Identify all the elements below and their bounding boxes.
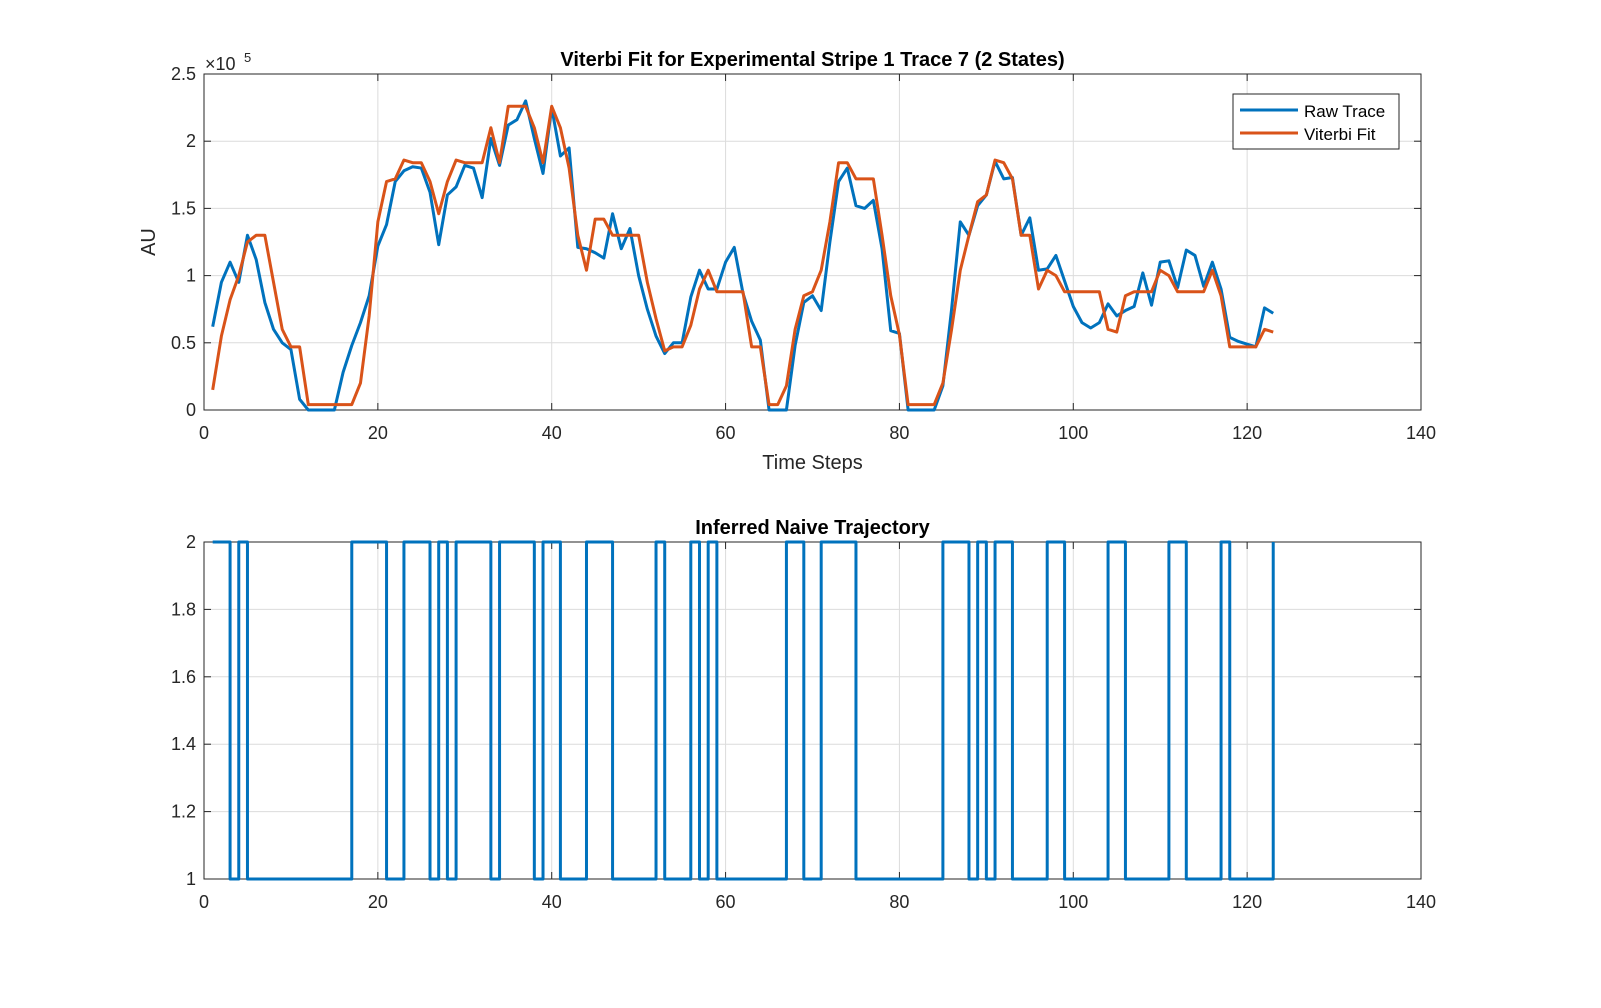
- x-tick-label: 60: [716, 423, 736, 443]
- y-tick-label: 1: [186, 266, 196, 286]
- x-tick-label: 120: [1232, 892, 1262, 912]
- top-y-axis-label: AU: [138, 228, 160, 256]
- y-tick-label: 1.6: [171, 667, 196, 687]
- exponent-power: 5: [244, 50, 251, 65]
- x-tick-label: 100: [1058, 423, 1088, 443]
- x-tick-label: 80: [889, 892, 909, 912]
- bottom-y-ticks: 1 1.2 1.4 1.6 1.8 2: [171, 532, 1421, 889]
- x-tick-label: 40: [542, 892, 562, 912]
- x-tick-label: 0: [199, 423, 209, 443]
- series-line-viterbi-fit: [211, 104, 1274, 407]
- naive-trajectory-chart: 0 20 40 60 80 100 120 140 1 1.2 1.4 1.6 1.8 2 Inferr…: [171, 517, 1436, 912]
- y-tick-label: 1: [186, 869, 196, 889]
- x-tick-label: 120: [1232, 423, 1262, 443]
- exponent-base: ×10: [205, 54, 236, 74]
- y-tick-label: 2: [186, 131, 196, 151]
- viterbi-fit-chart: 0 20 40 60 80 100 120 140 0 0.5 1 1.5 2 2.5 Viterbi …: [138, 49, 1436, 474]
- x-tick-label: 0: [199, 892, 209, 912]
- x-tick-label: 140: [1406, 423, 1436, 443]
- top-x-axis-label: Time Steps: [762, 452, 862, 474]
- bottom-series-group: [212, 540, 1275, 881]
- x-tick-label: 60: [716, 892, 736, 912]
- bottom-chart-title: Inferred Naive Trajectory: [695, 517, 930, 539]
- x-tick-label: 20: [368, 423, 388, 443]
- legend-box: [1232, 93, 1400, 150]
- y-tick-label: 0.5: [171, 333, 196, 353]
- y-tick-label: 0: [186, 400, 196, 420]
- top-y-ticks: 0 0.5 1 1.5 2 2.5: [171, 64, 1421, 420]
- top-plot-frame: [203, 73, 1422, 411]
- legend: Raw Trace Viterbi Fit: [1232, 93, 1400, 150]
- top-chart-title: Viterbi Fit for Experimental Stripe 1 Tr…: [560, 49, 1064, 71]
- y-tick-label: 1.8: [171, 599, 196, 619]
- legend-label-viterbi-fit: Viterbi Fit: [1304, 125, 1376, 144]
- y-tick-label: 1.2: [171, 802, 196, 822]
- x-tick-label: 140: [1406, 892, 1436, 912]
- x-tick-label: 100: [1058, 892, 1088, 912]
- x-tick-label: 80: [889, 423, 909, 443]
- y-tick-label: 2: [186, 532, 196, 552]
- y-tick-label: 1.4: [171, 734, 196, 754]
- y-exponent-label: ×10 5: [205, 50, 251, 74]
- y-tick-label: 1.5: [171, 198, 196, 218]
- x-tick-label: 20: [368, 892, 388, 912]
- top-x-ticks: 0 20 40 60 80 100 120 140: [199, 74, 1436, 443]
- legend-label-raw-trace: Raw Trace: [1304, 102, 1385, 121]
- top-series-group: [211, 99, 1275, 412]
- series-line-trajectory: [212, 540, 1275, 881]
- x-tick-label: 40: [542, 423, 562, 443]
- y-tick-label: 2.5: [171, 64, 196, 84]
